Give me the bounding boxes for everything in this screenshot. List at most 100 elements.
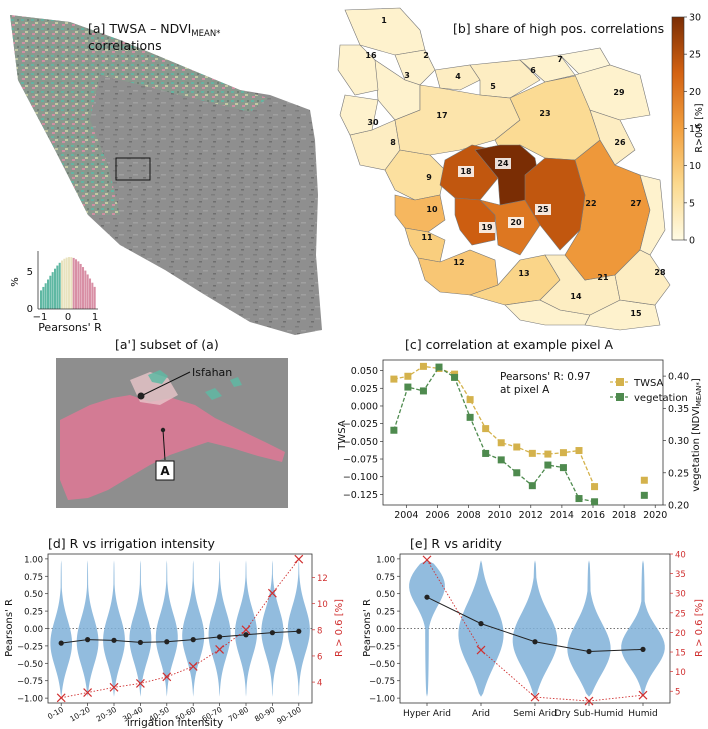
violin-70-80	[234, 560, 258, 697]
share-marker-90-100	[294, 554, 304, 564]
y2tick-label: 10	[317, 600, 328, 610]
xlabel-d: irrigation intensity	[127, 717, 223, 729]
panel-e: [e] R vs aridity −1.00 −0.75 −0.50 −0.25 0.0…	[362, 536, 705, 719]
ytick-label: 0.00	[376, 625, 395, 635]
isfahan-point	[137, 392, 145, 400]
violin-10-20	[76, 560, 99, 697]
median-point-Dry Sub-Humid	[586, 648, 592, 655]
point-TWSA	[528, 449, 536, 457]
point-TWSA	[497, 439, 505, 447]
ytick-label: −0.75	[17, 677, 43, 687]
panel-a2-title: [a'] subset of (a)	[115, 337, 219, 352]
y2tick-label: 30	[675, 590, 686, 600]
province-label-28: 28	[654, 268, 666, 277]
point-vegetation	[482, 449, 490, 457]
hist-bar	[72, 257, 75, 309]
point-vegetation	[390, 426, 398, 434]
point-TWSA	[559, 449, 567, 457]
hist-ytick-5: 5	[27, 267, 33, 278]
y2tick-label: 35	[675, 570, 686, 580]
xtick-label-70-80: 70-80	[227, 705, 251, 724]
hist-bar	[93, 286, 96, 309]
share-marker-Arid	[476, 645, 486, 655]
ytick-label: −0.75	[369, 677, 395, 687]
xtick-label-80-90: 80-90	[253, 705, 277, 724]
xtick-label-20-30: 20-30	[95, 705, 119, 724]
panel-d: [d] R vs irrigation intensity −1.00 −0.75…	[4, 536, 345, 729]
violin-Semi Arid	[512, 560, 558, 697]
province-30	[339, 94, 379, 136]
province-label-15: 15	[630, 309, 642, 318]
province-label-18: 18	[460, 167, 472, 176]
province-label-25: 25	[537, 205, 549, 214]
province-label-7: 7	[557, 55, 563, 64]
ytick-label: −0.25	[17, 642, 43, 652]
point-TWSA	[575, 447, 583, 455]
y2label-d: R > 0.6 [%]	[334, 599, 345, 657]
legend-vegetation: vegetation	[634, 393, 688, 404]
xtick-label-c: 2020	[643, 510, 667, 521]
province-label-bg	[535, 204, 551, 215]
ytick-label: 0.75	[376, 573, 395, 583]
hist-ylabel: %	[10, 277, 21, 287]
province-label-10: 10	[426, 205, 438, 214]
hist-bar	[77, 261, 80, 309]
ylabel-e: Pearsons' R	[362, 599, 373, 657]
province-label-27: 27	[630, 199, 641, 208]
share-marker-70-80	[241, 625, 251, 635]
hist-xtick-neg1: −1	[33, 312, 48, 323]
hist-bar	[84, 270, 87, 309]
panel-a: [a] TWSA – NDVIMEAN* correlations % 5 0 …	[10, 15, 322, 335]
y2tick-label: 15	[675, 649, 686, 659]
annot-r: Pearsons' R: 0.97	[500, 371, 591, 383]
point-vegetation	[591, 498, 599, 506]
colorbar-tick-label: 20	[689, 87, 701, 98]
province-label-bg	[508, 217, 524, 228]
ytick-label-c: 0.025	[351, 384, 378, 395]
xtick-label-Humid: Humid	[628, 709, 657, 719]
median-point-Semi Arid	[532, 639, 538, 645]
ytick-label: 0.00	[24, 625, 43, 635]
legend-twsa: TWSA	[633, 378, 664, 389]
ylabel-vegetation: vegetation [NDVIMEAN*]	[691, 378, 703, 492]
province-label-bg	[495, 158, 511, 169]
province-label-9: 9	[426, 173, 432, 182]
colorbar-ticks: 0 5 10 15 20 25 30	[684, 13, 701, 247]
point-vegetation	[559, 464, 567, 472]
panel-c-title: [c] correlation at example pixel A	[405, 337, 614, 352]
share-marker-60-70	[215, 644, 225, 654]
ytick-label: −1.00	[369, 695, 395, 705]
point-TWSA	[419, 362, 427, 370]
median-point-60-70	[217, 634, 223, 640]
point-vegetation	[435, 363, 443, 371]
colorbar-tick-label: 30	[689, 13, 701, 24]
median-point-Humid	[640, 646, 646, 652]
subset-box	[115, 157, 151, 181]
y2tick-label-c: 0.35	[668, 404, 689, 415]
violin-80-90	[261, 560, 284, 697]
y2tick-label: 8	[317, 626, 322, 636]
plot-frame-c	[382, 359, 664, 506]
province-label-21: 21	[597, 273, 609, 282]
point-vegetation	[466, 413, 474, 421]
ylabel-twsa: TWSA	[337, 420, 348, 451]
hist-bar	[79, 263, 82, 309]
point-TWSA	[640, 476, 648, 484]
y2tick-label-c: 0.30	[668, 436, 689, 447]
province-29	[574, 64, 651, 121]
point-TWSA	[466, 396, 474, 404]
ytick-label-c: 0.000	[351, 401, 378, 412]
chart-d: −1.00 −0.75 −0.50 −0.25 0.00 0.25 0.50 0.75 1.00…	[17, 553, 328, 726]
ytick-label: 1.00	[24, 555, 43, 565]
point-vegetation	[419, 387, 427, 395]
point-TWSA	[390, 375, 398, 383]
y2tick-label-c: 0.25	[668, 468, 689, 479]
province-label-4: 4	[455, 72, 461, 81]
ytick-label: 0.50	[376, 590, 395, 600]
province-10	[394, 194, 446, 233]
panel-c: [c] correlation at example pixel A 2004 2…	[337, 337, 703, 521]
panel-a-title: [a] TWSA – NDVIMEAN*	[88, 21, 220, 39]
point-TWSA	[591, 483, 599, 491]
median-point-50-60	[190, 637, 196, 643]
hist-xlabel: Pearsons' R	[38, 321, 102, 334]
